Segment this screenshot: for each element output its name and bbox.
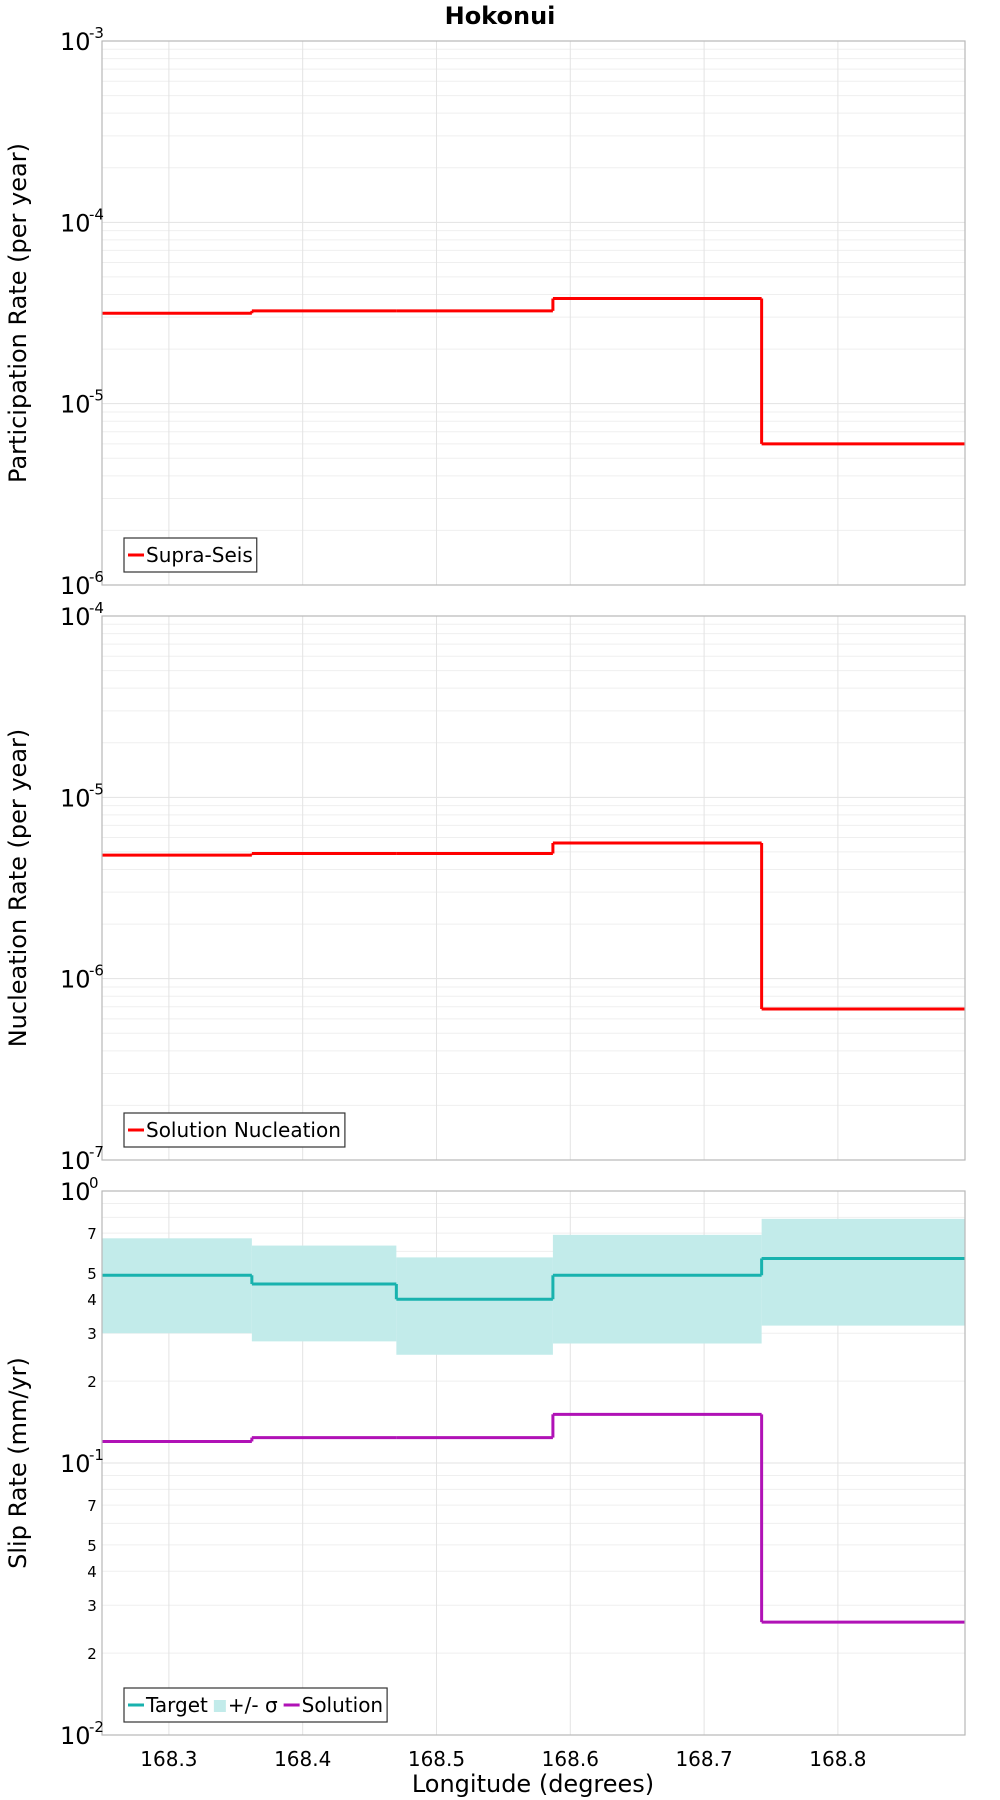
- y-tick-label: 10-3: [60, 24, 104, 56]
- x-axis-label: Longitude (degrees): [412, 1770, 654, 1798]
- y-tick-base: 10: [60, 603, 91, 631]
- y-tick-base: 10: [60, 966, 91, 994]
- y-axis-label: Nucleation Rate (per year): [4, 729, 32, 1048]
- y-minor-tick-label: 2: [87, 1645, 97, 1663]
- figure-title: Hokonui: [445, 2, 556, 30]
- x-tick-label: 168.6: [542, 1747, 599, 1771]
- y-minor-tick-label: 2: [87, 1373, 97, 1391]
- y-tick-label: 10-1: [60, 1446, 104, 1478]
- sigma-band-segment: [552, 1234, 762, 1344]
- y-axis-label: Participation Rate (per year): [4, 143, 32, 483]
- y-minor-tick-label: 4: [87, 1563, 97, 1581]
- legend-box: [123, 1687, 388, 1723]
- series--: [102, 1218, 965, 1355]
- y-tick-exponent: -2: [89, 1718, 104, 1736]
- y-tick-base: 10: [60, 1178, 91, 1206]
- legend: Solution Nucleation: [123, 1112, 346, 1148]
- y-tick-base: 10: [60, 391, 91, 419]
- y-tick-base: 10: [60, 784, 91, 812]
- y-tick-exponent: -4: [89, 599, 104, 617]
- plot-frame: [101, 615, 966, 1161]
- plot-frame: [101, 1190, 966, 1736]
- sigma-band-segment: [761, 1218, 965, 1326]
- y-minor-tick-label: 3: [87, 1325, 97, 1343]
- y-tick-label: 10-4: [60, 205, 104, 237]
- y-tick-exponent: -6: [89, 568, 104, 586]
- sigma-band-segment: [396, 1257, 553, 1355]
- y-axis-label: Slip Rate (mm/yr): [4, 1357, 32, 1569]
- legend-label: Target: [145, 1693, 208, 1717]
- legend-label: Supra-Seis: [146, 543, 253, 567]
- y-tick-label: 10-7: [60, 1143, 104, 1175]
- y-tick-exponent: -6: [89, 962, 104, 980]
- series-solution: [102, 1412, 965, 1624]
- y-tick-exponent: -5: [89, 387, 104, 405]
- y-tick-base: 10: [60, 1722, 91, 1750]
- y-tick-exponent: -4: [89, 205, 104, 223]
- series-solution-nucleation: [102, 841, 965, 1011]
- x-tick-label: 168.7: [675, 1747, 732, 1771]
- y-minor-tick-label: 7: [87, 1225, 97, 1243]
- y-tick-base: 10: [60, 28, 91, 56]
- y-tick-label: 10-5: [60, 387, 104, 419]
- y-minor-tick-label: 5: [87, 1537, 97, 1555]
- legend-label: Solution Nucleation: [146, 1118, 341, 1142]
- y-tick-exponent: -1: [89, 1446, 104, 1464]
- sigma-band-segment: [102, 1238, 252, 1334]
- y-tick-exponent: 0: [89, 1174, 99, 1192]
- legend-box: [123, 1112, 346, 1148]
- legend-label: +/- σ: [228, 1693, 278, 1717]
- x-tick-label: 168.3: [140, 1747, 197, 1771]
- legend: Target +/- σ Solution: [123, 1687, 388, 1723]
- slip-rate-panel: Slip Rate (mm/yr)10010-110-2754327543216…: [4, 1174, 966, 1771]
- legend-swatch: [213, 1700, 226, 1712]
- series-supra-seis: [102, 297, 965, 446]
- legend: Supra-Seis: [123, 537, 258, 573]
- legend-label: Solution: [302, 1693, 383, 1717]
- participation-rate-panel: Participation Rate (per year)10-310-410-…: [4, 24, 966, 600]
- y-minor-tick-label: 4: [87, 1291, 97, 1309]
- y-tick-exponent: -7: [89, 1143, 104, 1161]
- y-minor-tick-label: 3: [87, 1597, 97, 1615]
- y-tick-exponent: -5: [89, 780, 104, 798]
- y-minor-tick-label: 5: [87, 1265, 97, 1283]
- series-target: [102, 1256, 965, 1301]
- legend-box: [123, 537, 258, 573]
- x-tick-label: 168.4: [274, 1747, 331, 1771]
- y-tick-base: 10: [60, 1450, 91, 1478]
- y-tick-label: 10-5: [60, 780, 104, 812]
- y-tick-label: 10-6: [60, 568, 104, 600]
- y-tick-label: 100: [60, 1174, 99, 1206]
- nucleation-rate-panel: Nucleation Rate (per year)10-410-510-610…: [4, 599, 966, 1175]
- x-tick-label: 168.5: [408, 1747, 465, 1771]
- plot-frame: [101, 40, 966, 586]
- y-tick-exponent: -3: [89, 24, 104, 42]
- sigma-band-segment: [251, 1245, 397, 1342]
- y-tick-base: 10: [60, 572, 91, 600]
- y-tick-base: 10: [60, 1147, 91, 1175]
- y-tick-label: 10-4: [60, 599, 104, 631]
- y-tick-label: 10-6: [60, 962, 104, 994]
- x-tick-label: 168.8: [809, 1747, 866, 1771]
- y-tick-base: 10: [60, 209, 91, 237]
- y-minor-tick-label: 7: [87, 1497, 97, 1515]
- y-tick-label: 10-2: [60, 1718, 104, 1750]
